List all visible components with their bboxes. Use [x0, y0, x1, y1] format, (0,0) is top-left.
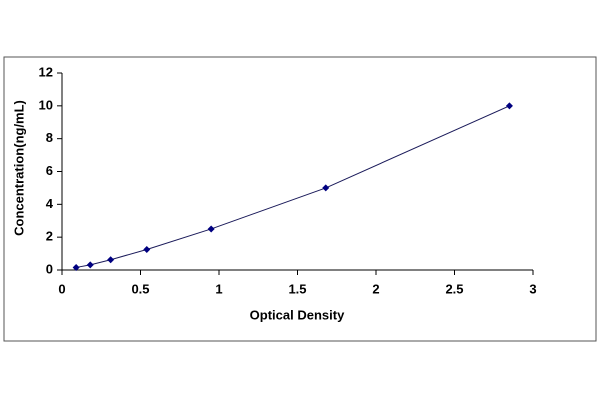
- data-point: [322, 184, 330, 192]
- data-point: [72, 263, 80, 271]
- data-point: [207, 225, 215, 233]
- data-point: [107, 256, 115, 264]
- fit-curve: [76, 105, 510, 268]
- y-tick-label: 8: [46, 130, 53, 145]
- x-tick-label: 0: [58, 281, 65, 296]
- x-tick-label: 2.5: [445, 281, 463, 296]
- x-axis-title: Optical Density: [250, 307, 345, 322]
- y-tick-label: 4: [46, 196, 54, 211]
- x-tick-label: 3: [529, 281, 536, 296]
- y-tick-label: 12: [39, 64, 53, 79]
- chart-frame: [3, 56, 597, 342]
- y-tick-label: 0: [46, 261, 53, 276]
- data-point: [143, 245, 151, 253]
- x-tick-label: 0.5: [131, 281, 149, 296]
- y-tick-label: 2: [46, 229, 53, 244]
- data-point: [86, 261, 94, 269]
- data-point: [505, 102, 513, 110]
- y-axis-title: Concentration(ng/mL): [11, 100, 26, 236]
- x-tick-label: 2: [372, 281, 379, 296]
- x-tick-label: 1: [215, 281, 222, 296]
- x-tick-label: 1.5: [288, 281, 306, 296]
- y-tick-label: 6: [46, 163, 53, 178]
- y-tick-label: 10: [39, 97, 53, 112]
